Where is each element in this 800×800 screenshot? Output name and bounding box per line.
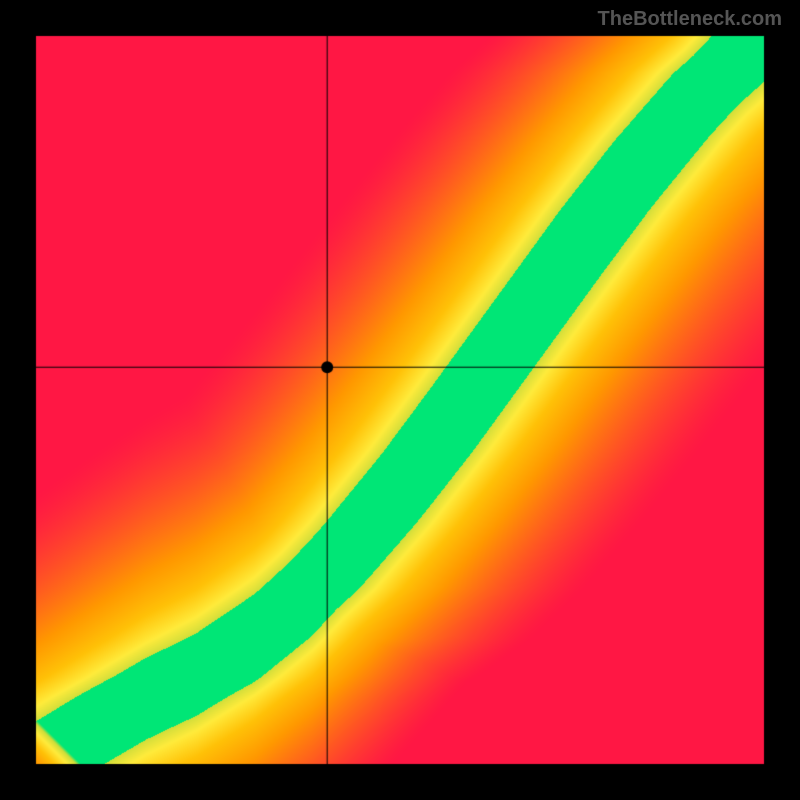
bottleneck-heatmap: [0, 0, 800, 800]
watermark-text: TheBottleneck.com: [598, 8, 782, 31]
chart-container: TheBottleneck.com: [0, 0, 800, 800]
